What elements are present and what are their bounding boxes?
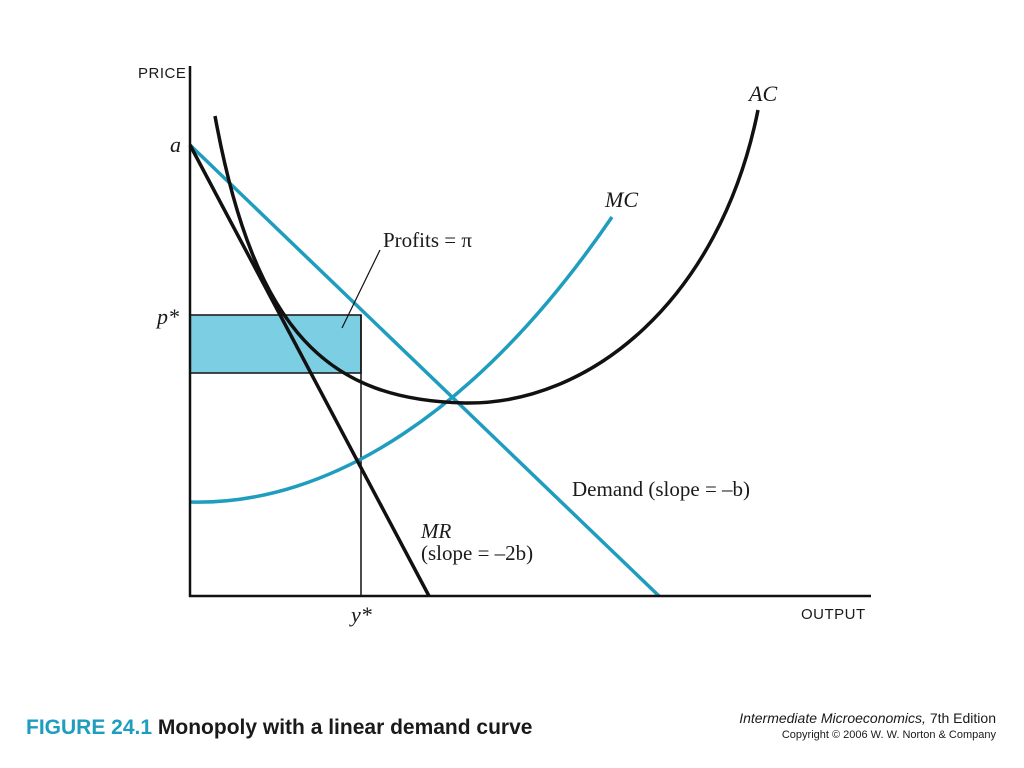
book-title: Intermediate Microeconomics, bbox=[739, 710, 926, 726]
figure-title: Monopoly with a linear demand curve bbox=[157, 716, 533, 739]
y-axis-label: PRICE bbox=[138, 65, 186, 82]
intercept-a-label: a bbox=[170, 132, 181, 157]
x-axis-label: OUTPUT bbox=[801, 606, 866, 623]
figure-number: FIGURE 24.1 bbox=[26, 716, 153, 739]
y-star-label: y* bbox=[349, 602, 372, 627]
book-credit: Intermediate Microeconomics, 7th Edition… bbox=[739, 710, 996, 741]
mc-label: MC bbox=[604, 187, 638, 212]
profits-label: Profits = π bbox=[383, 228, 472, 252]
profit-rectangle bbox=[189, 314, 362, 374]
mr-curve bbox=[188, 144, 431, 597]
mc-curve bbox=[189, 216, 614, 504]
book-edition: 7th Edition bbox=[925, 710, 996, 726]
mr-label: MR bbox=[420, 519, 451, 543]
p-star-label: p* bbox=[155, 304, 179, 329]
demand-label: Demand (slope = –b) bbox=[572, 477, 750, 501]
mr-slope-label: (slope = –2b) bbox=[421, 541, 533, 565]
copyright-notice: Copyright © 2006 W. W. Norton & Company bbox=[781, 729, 996, 741]
ac-curve bbox=[213, 109, 760, 405]
ac-label: AC bbox=[747, 81, 777, 106]
figure-caption: FIGURE 24.1 Monopoly with a linear deman… bbox=[26, 716, 532, 740]
profits-leader bbox=[341, 249, 381, 329]
demand-curve bbox=[188, 143, 661, 598]
